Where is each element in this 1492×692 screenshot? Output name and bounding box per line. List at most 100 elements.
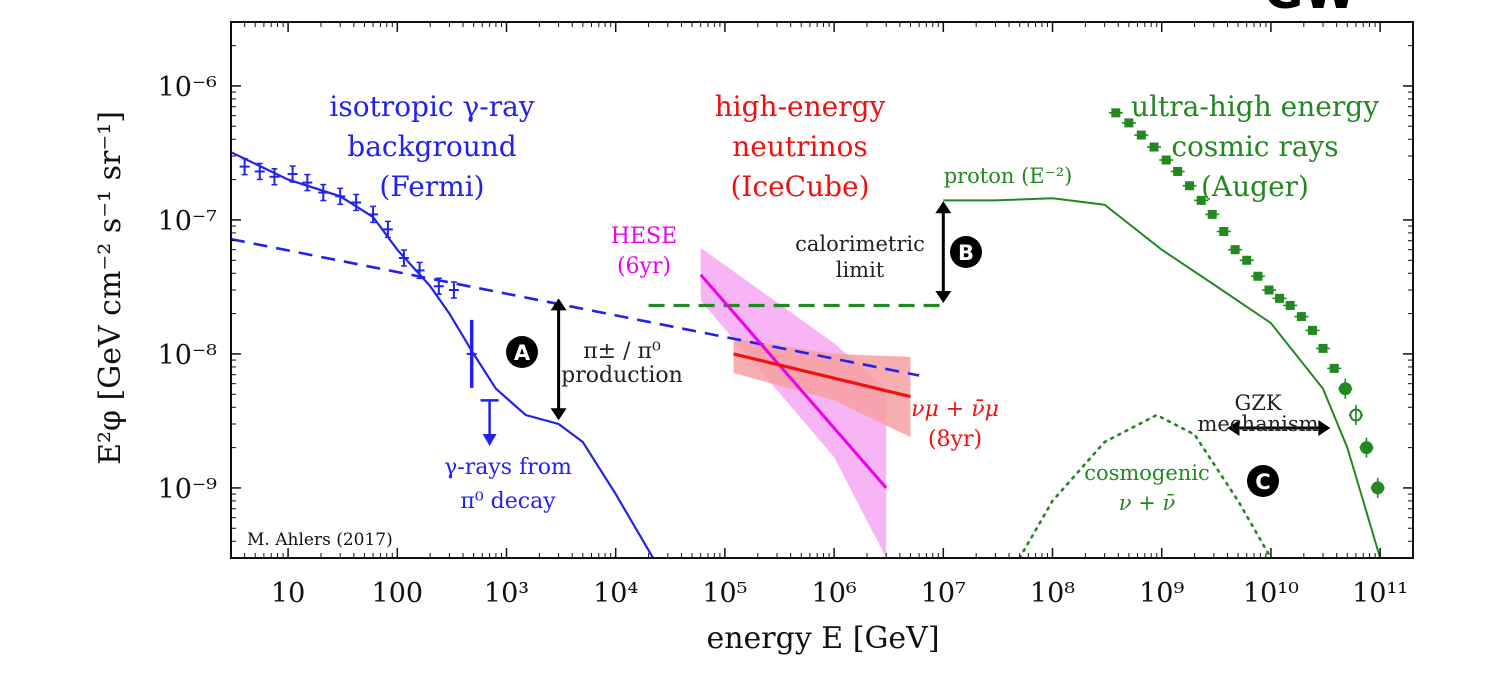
x-tick-label: 10⁶ [812,578,857,609]
auger-point-marker [1275,293,1285,303]
calorimetric-arrow-head-top [935,201,952,214]
fermi-data-point [466,319,477,388]
fermi-data-point [398,249,409,267]
calorimetric-arrow [935,201,952,303]
numu-label-line1: νμ + ν̄μ [911,397,999,422]
x-tick-label: 10⁴ [593,578,638,609]
marker-a-label: A [514,341,531,365]
neutrino-title-line1: high-energy [715,90,886,123]
marker-c-label: C [1255,470,1270,494]
neutrino-title-line2: neutrinos [732,130,868,163]
fermi-data-point [382,220,393,239]
auger-point-marker [1242,255,1252,265]
annotations: isotropic γ-ray background (Fermi) high-… [247,90,1379,550]
pi0-decay-line1: γ-rays from [444,455,572,480]
marker-b-circle [950,236,982,268]
pion-arrow-head-bottom [550,408,567,421]
pion-line1: π± / π⁰ [583,339,661,364]
auger-point-marker [1307,325,1317,335]
gzk-line1: GZK [1234,391,1281,415]
x-tick-label: 10 [271,578,305,609]
gzk-line2: mechanism [1197,412,1318,436]
auger-data-point [1348,405,1363,426]
gzk-arrow [1227,420,1331,437]
auger-data-point [1134,130,1149,140]
calorimetric-line2: limit [836,258,885,282]
auger-data-point [1108,108,1123,118]
x-tick-label: 10⁵ [702,578,747,609]
fermi-data-point [302,173,313,192]
fermi-data-point [448,281,459,299]
fermi-data-point [269,168,280,186]
calorimetric-line1: calorimetric [795,232,925,256]
auger-data-point [1261,285,1276,295]
x-tick-label: 10⁹ [1139,578,1184,609]
auger-data-point [1327,363,1342,373]
auger-data-point [1283,300,1298,310]
cosmogenic-line [1018,413,1273,558]
marker-a-circle [506,336,538,368]
x-tick-label: 10¹¹ [1352,578,1408,609]
auger-data-point [1359,437,1374,458]
x-tick-label: 100 [372,578,424,609]
auger-data-point [1370,477,1385,498]
auger-data-point [1228,245,1243,255]
fermi-data-point [433,277,444,295]
auger-point-marker [1196,195,1206,205]
fermi-upper-limit-arrowhead [482,434,497,447]
auger-data-point [1272,293,1287,303]
fermi-data-point [287,165,298,183]
auger-data-point [1205,209,1220,219]
x-tick-label: 10⁷ [921,578,966,609]
gamma-title-line2: background [347,130,516,163]
auger-point-marker [1219,226,1229,236]
x-tick-label: 10⁸ [1030,578,1075,609]
auger-data-point [1170,166,1185,176]
auger-data-point [1338,378,1353,399]
auger-data-point [1182,181,1197,191]
auger-point-marker [1173,166,1183,176]
numu-label-line2: (8yr) [928,427,982,452]
fermi-data-point [318,183,329,202]
auger-point-marker [1296,312,1306,322]
calorimetric-arrow-head-bottom [935,290,952,303]
auger-data-point [1121,118,1136,128]
auger-point-marker [1230,245,1240,255]
fermi-data-point [254,162,265,181]
x-tick-label: 10¹⁰ [1243,578,1299,609]
auger-point-marker [1124,118,1134,128]
auger-point-marker [1253,271,1263,281]
proton-label: proton (E⁻²) [944,164,1073,188]
auger-point-marker [1207,209,1217,219]
y-axis-label: E²φ [GeV cm⁻² s⁻¹ sr⁻¹] [93,111,128,465]
gzk-arrow-head-right [1318,420,1331,437]
y-tick-label: 10⁻⁷ [158,206,218,237]
marker-c-circle [1247,465,1279,497]
fermi-data-point [368,205,379,224]
pion-arrow [550,298,567,421]
hese-label-line1: HESE [611,224,677,249]
pion-line2: production [561,363,683,388]
auger-data-point [1239,255,1254,265]
fermi-data-point [335,187,346,206]
auger-data-point [1305,325,1320,335]
y-tick-label: 10⁻⁸ [158,340,218,371]
gzk-arrow-head-left [1227,420,1240,437]
uhecr-title-line3: (Auger) [1201,170,1309,203]
auger-point-marker [1318,343,1328,353]
fermi-model-line [231,151,655,558]
marker-b-label: B [958,241,974,265]
auger-data-point [1250,271,1265,281]
neutrino-title-line3: (IceCube) [730,170,869,203]
plot-series [231,108,1385,558]
cosmogenic-line2: ν + ν̄ [1119,491,1176,515]
fermi-data-point [239,157,250,176]
proton-model-line [943,197,1382,558]
pion-limit-line [231,237,920,377]
gamma-title-line3: (Fermi) [379,170,484,203]
auger-data-point [1159,155,1174,165]
pi0-decay-line2: π⁰ decay [460,489,556,514]
auger-data-point [1316,343,1331,353]
corner-text: GW [1264,0,1356,20]
